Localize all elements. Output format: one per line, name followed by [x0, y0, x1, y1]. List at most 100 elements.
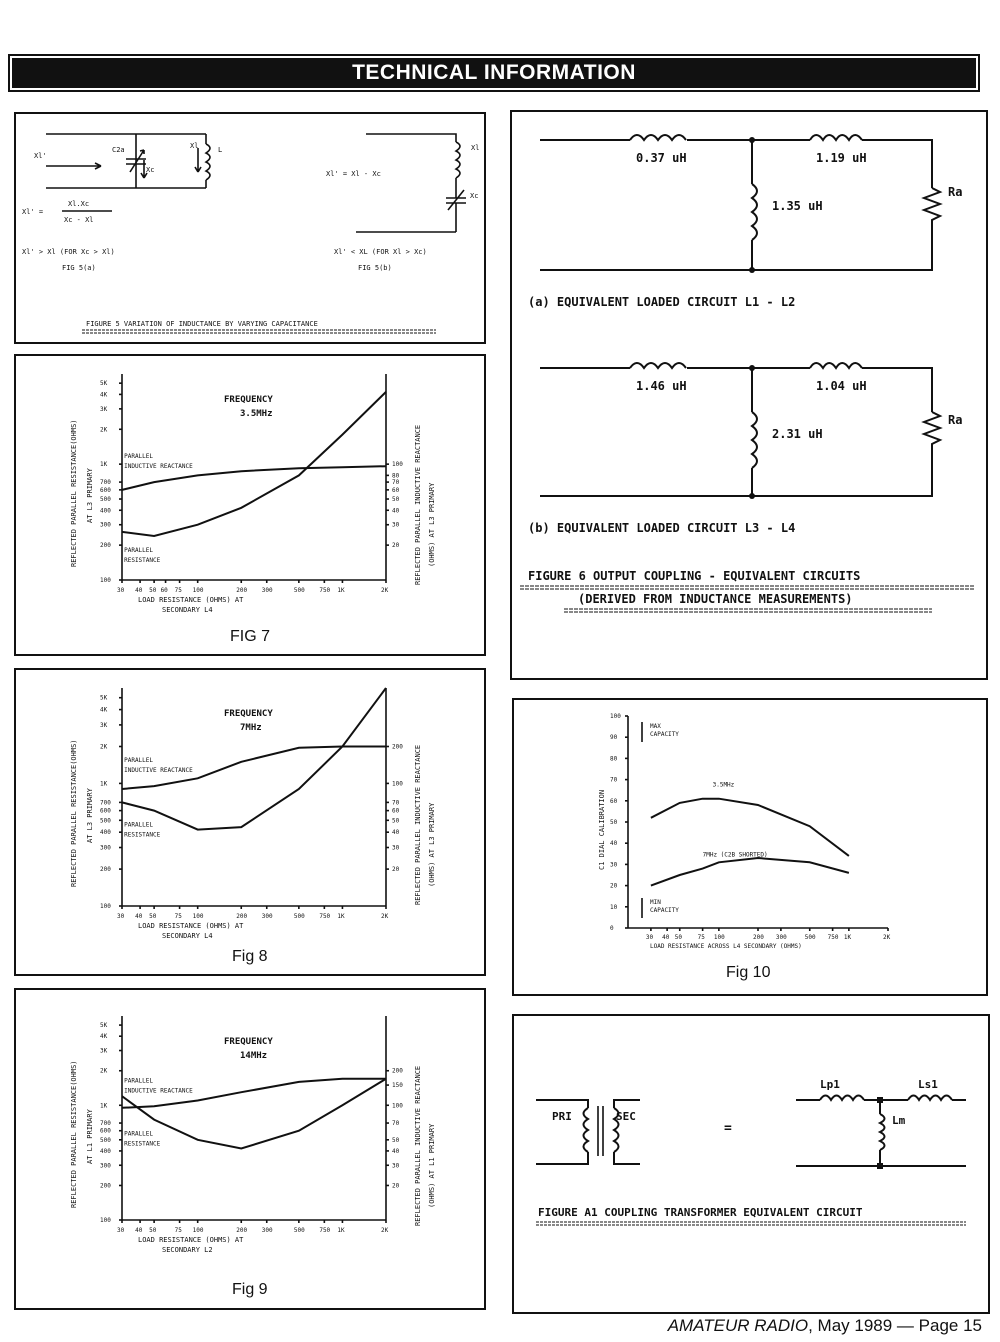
y-tick-label: 10 [610, 904, 618, 911]
x-tick-label: 200 [236, 913, 247, 920]
y-right-tick-label: 50 [392, 496, 400, 503]
svg-text:Xl': Xl' [34, 152, 47, 160]
y-tick-label: 90 [610, 734, 618, 741]
x-tick-label: 60 [161, 587, 169, 594]
figure-8-caption: Fig 8 [232, 948, 268, 965]
chart-subtitle: 3.5MHz [240, 409, 273, 419]
x-axis-label: SECONDARY L2 [162, 1246, 213, 1254]
figure-10-caption: Fig 10 [726, 964, 771, 981]
max-note: MAX [650, 723, 661, 730]
y-tick-label: 600 [100, 1128, 111, 1135]
y-tick-label: 600 [100, 487, 111, 494]
y-tick-label: 5K [100, 695, 108, 702]
x-tick-label: 200 [236, 1227, 247, 1234]
x-axis-label: LOAD RESISTANCE (OHMS) AT [138, 596, 244, 604]
figure-6-diagram: 0.37 uH 1.19 uH 1.35 uH Ra (a) EQUIVALEN… [520, 134, 974, 613]
y-tick-label: 700 [100, 799, 111, 806]
series-label: INDUCTIVE REACTANCE [124, 463, 193, 470]
y-tick-label: 70 [610, 777, 618, 784]
figure-5-panel: Xl' C2a Xc Xl L Xl' = Xl.Xc Xc - Xl Xl' … [14, 112, 486, 344]
figure-a1-caption: FIGURE A1 COUPLING TRANSFORMER EQUIVALEN… [538, 1206, 863, 1219]
page-footer: AMATEUR RADIO, May 1989 — Page 15 [667, 1316, 982, 1335]
svg-text:Xl.Xc: Xl.Xc [68, 200, 89, 208]
y-right-tick-label: 100 [392, 1102, 403, 1109]
y-axis-label: AT L3 PRIMARY [86, 467, 94, 523]
x-axis-label: SECONDARY L4 [162, 606, 213, 614]
series-label: PARALLEL [124, 1131, 153, 1138]
min-note: CAPACITY [650, 907, 679, 914]
y-right-axis-label: (OHMS) AT L3 PRIMARY [428, 482, 436, 567]
figure-9-caption: Fig 9 [232, 1281, 268, 1298]
y-tick-label: 50 [610, 819, 618, 826]
y-tick-label: 700 [100, 479, 111, 486]
y-tick-label: 4K [100, 707, 108, 714]
series-line-0 [121, 465, 387, 491]
y-tick-label: 100 [100, 577, 111, 584]
y-tick-label: 3K [100, 722, 108, 729]
y-tick-label: 500 [100, 817, 111, 824]
y-tick-label: 200 [100, 1182, 111, 1189]
figure-5-caption: FIGURE 5 VARIATION OF INDUCTANCE BY VARY… [86, 320, 318, 328]
y-tick-label: 4K [100, 1033, 108, 1040]
x-tick-label: 75 [175, 1227, 183, 1234]
x-tick-label: 750 [319, 913, 330, 920]
x-tick-label: 50 [149, 1227, 157, 1234]
svg-text:Ra: Ra [948, 185, 962, 199]
svg-text:SEC: SEC [616, 1110, 636, 1123]
svg-text:(b) EQUIVALENT LOADED CIRCUIT: (b) EQUIVALENT LOADED CIRCUIT L3 - L4 [528, 521, 795, 535]
x-tick-label: 40 [662, 934, 670, 941]
y-right-tick-label: 40 [392, 829, 400, 836]
svg-text:Lp1: Lp1 [820, 1078, 840, 1091]
y-tick-label: 100 [100, 903, 111, 910]
y-right-tick-label: 50 [392, 817, 400, 824]
x-tick-label: 100 [193, 587, 204, 594]
figure-10-chart: 30 40 50 75 100 200 300 500 750 1K 2K 0 10 20 30 40 50 60… [598, 713, 891, 950]
x-tick-label: 300 [262, 1227, 273, 1234]
series-label: PARALLEL [124, 547, 153, 554]
series-label: 7MHz (C2B SHORTED) [703, 852, 768, 859]
y-right-tick-label: 200 [392, 1068, 403, 1075]
y-tick-label: 100 [610, 713, 621, 720]
y-right-tick-label: 20 [392, 542, 400, 549]
y-tick-label: 3K [100, 406, 108, 413]
y-right-tick-label: 200 [392, 743, 403, 750]
figure-9-chart: 30 40 50 75 100 200 300 500 750 1K 2K 100 200 300 400 5… [70, 1016, 436, 1254]
series-label: RESISTANCE [124, 1141, 161, 1148]
series-label: PARALLEL [124, 822, 153, 829]
series-line-0 [121, 1077, 386, 1109]
x-tick-label: 2K [883, 934, 891, 941]
y-right-tick-label: 70 [392, 799, 400, 806]
svg-text:(DERIVED FROM INDUCTANCE MEASU: (DERIVED FROM INDUCTANCE MEASUREMENTS) [578, 592, 853, 606]
svg-text:=: = [724, 1121, 732, 1136]
x-tick-label: 750 [319, 587, 330, 594]
y-tick-label: 500 [100, 496, 111, 503]
y-tick-label: 700 [100, 1120, 111, 1127]
y-tick-label: 80 [610, 755, 618, 762]
svg-text:1.46 uH: 1.46 uH [636, 379, 687, 393]
svg-text:PRI: PRI [552, 1110, 572, 1123]
x-tick-label: 30 [117, 1227, 125, 1234]
svg-text:Ls1: Ls1 [918, 1078, 938, 1091]
x-tick-label: 1K [337, 913, 345, 920]
x-tick-label: 1K [337, 587, 345, 594]
x-tick-label: 75 [175, 587, 183, 594]
y-tick-label: 200 [100, 866, 111, 873]
min-note: MIN [650, 899, 661, 906]
chart-title: FREQUENCY [224, 1037, 273, 1047]
svg-text:Xl: Xl [190, 142, 198, 150]
y-right-tick-label: 80 [392, 472, 400, 479]
figure-6-caption: FIGURE 6 OUTPUT COUPLING - EQUIVALENT CI… [528, 569, 860, 583]
x-tick-label: 1K [337, 1227, 345, 1234]
x-tick-label: 100 [714, 934, 725, 941]
series-label: RESISTANCE [124, 832, 161, 839]
y-tick-label: 2K [100, 1068, 108, 1075]
figure-7-panel: 30 40 50 60 75 100 200 300 500 750 1K 2K 100 200 300 40… [14, 354, 486, 656]
y-tick-label: 20 [610, 883, 618, 890]
y-tick-label: 100 [100, 1217, 111, 1224]
y-right-tick-label: 70 [392, 1120, 400, 1127]
svg-text:(a) EQUIVALENT LOADED CIRCUIT: (a) EQUIVALENT LOADED CIRCUIT L1 - L2 [528, 295, 795, 309]
x-tick-label: 75 [175, 913, 183, 920]
y-tick-label: 300 [100, 845, 111, 852]
x-axis-label: LOAD RESISTANCE ACROSS L4 SECONDARY (OHM… [650, 943, 802, 950]
y-right-tick-label: 30 [392, 522, 400, 529]
